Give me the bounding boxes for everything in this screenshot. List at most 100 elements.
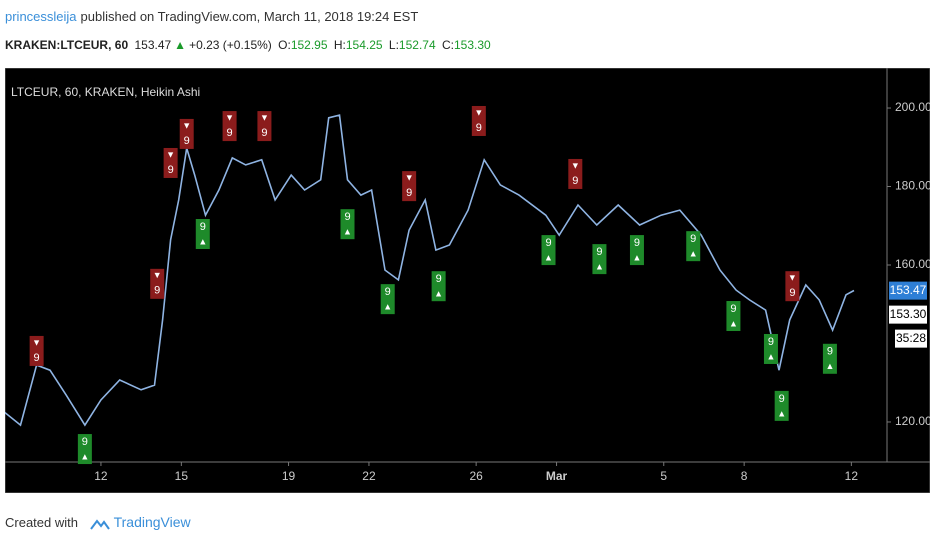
signal-arrow: ▼ [474, 107, 483, 117]
signal-box [29, 335, 44, 366]
signal-box [222, 111, 237, 142]
signal-arrow: ▲ [766, 351, 775, 361]
price-tag-label: 153.47 [890, 283, 927, 297]
low-label: L: [388, 38, 399, 52]
countdown: 35:28 [896, 331, 926, 345]
signal-box [568, 158, 583, 189]
signal-count: 9 [154, 285, 160, 297]
logo [89, 518, 110, 530]
signal-count: 9 [690, 233, 696, 245]
price-tag [889, 281, 927, 300]
signal-arrow: ▼ [225, 112, 234, 122]
signal-count: 9 [789, 287, 795, 299]
signal-arrow: ▲ [689, 249, 698, 259]
signal-arrow: ▼ [182, 120, 191, 130]
quote-line: KRAKEN:LTCEUR, 60 153.47 ▲ +0.23 (+0.15%) … [5, 38, 494, 52]
signal-arrow: ▲ [632, 252, 641, 262]
signal-arrow: ▼ [260, 112, 269, 122]
signal-count: 9 [168, 164, 174, 176]
signal-box [541, 235, 556, 266]
low: 152.74 [398, 38, 436, 52]
signal-arrow: ▼ [32, 337, 41, 347]
x-tick-label: 22 [362, 469, 376, 483]
x-tick-label: 15 [175, 469, 189, 483]
high-label: H: [333, 38, 346, 52]
x-tick-label: 19 [282, 469, 296, 483]
published: published on TradingView.com, March 11, … [80, 9, 419, 24]
signal-count: 9 [730, 303, 736, 315]
signal-box [150, 268, 165, 299]
signal-box [431, 271, 446, 302]
signal-arrow: ▼ [166, 149, 175, 159]
signal-count: 9 [545, 237, 551, 249]
signal-box [822, 343, 837, 374]
arrow: ▲ [174, 38, 187, 52]
signal-count: 9 [344, 211, 350, 223]
signal-count: 9 [184, 135, 190, 147]
signal-arrow: ▼ [571, 160, 580, 170]
signal-count: 9 [385, 286, 391, 298]
high: 154.25 [345, 38, 383, 52]
signal-arrow: ▼ [405, 172, 414, 182]
created-with: Created with [5, 515, 78, 530]
signal-box [380, 284, 395, 315]
price-tag-label: 153.30 [890, 307, 927, 321]
signal-box [195, 218, 210, 249]
signal-box [471, 105, 486, 136]
signal-count: 9 [200, 221, 206, 233]
signal-count: 9 [436, 273, 442, 285]
change: +0.23 (+0.15%) [189, 38, 272, 52]
symbol: KRAKEN:LTCEUR, 60 [5, 38, 129, 52]
signal-count: 9 [227, 127, 233, 139]
signal-count: 9 [634, 237, 640, 249]
signal-box [686, 231, 701, 262]
signal-arrow: ▲ [777, 408, 786, 418]
price-line [5, 114, 855, 427]
signal-count: 9 [82, 436, 88, 448]
signal-arrow: ▲ [383, 302, 392, 312]
signal-arrow: ▲ [343, 227, 352, 237]
y-tick-label: 120.00 [895, 414, 930, 428]
chart-legend: LTCEUR, 60, KRAKEN, Heikin Ashi [11, 85, 200, 99]
price-tag [889, 305, 927, 324]
signal-box [726, 301, 741, 332]
signal-count: 9 [596, 246, 602, 258]
signal-box [163, 147, 178, 178]
signal-box [179, 118, 194, 149]
signal-box [629, 235, 644, 266]
signal-arrow: ▲ [595, 261, 604, 271]
signal-box [592, 244, 607, 275]
signal-count: 9 [34, 352, 40, 364]
signal-arrow: ▲ [729, 318, 738, 328]
brand[interactable]: TradingView [113, 514, 191, 530]
signal-count: 9 [406, 187, 412, 199]
chart: LTCEUR, 60, KRAKEN, Heikin Ashi 120.00 16… [5, 68, 930, 493]
signal-arrow: ▲ [80, 451, 89, 461]
signal-arrow: ▲ [434, 289, 443, 299]
signal-arrow: ▲ [825, 361, 834, 371]
signal-box [774, 390, 789, 421]
signal-arrow: ▼ [788, 273, 797, 283]
signal-arrow: ▼ [153, 270, 162, 280]
x-tick-label: 26 [469, 469, 483, 483]
close-label: C: [441, 38, 454, 52]
publish-line: princessleija published on TradingView.co… [5, 9, 418, 24]
footer: Created with TradingView [5, 514, 191, 531]
y-tick-label: 180.00 [895, 179, 930, 193]
y-tick-label: 160.00 [895, 257, 930, 271]
last: 153.47 [134, 38, 172, 52]
x-tick-label: 8 [741, 469, 748, 483]
x-tick-label: 12 [94, 469, 108, 483]
signal-count: 9 [779, 393, 785, 405]
x-tick-label: 12 [845, 469, 859, 483]
open-label: O: [278, 38, 291, 52]
signal-box [257, 111, 272, 142]
signal-count: 9 [768, 336, 774, 348]
author[interactable]: princessleija [5, 9, 77, 24]
signal-box [785, 271, 800, 302]
x-tick-label: Mar [546, 469, 568, 483]
signal-count: 9 [261, 127, 267, 139]
countdown-box [895, 329, 927, 348]
x-tick-label: 5 [660, 469, 667, 483]
